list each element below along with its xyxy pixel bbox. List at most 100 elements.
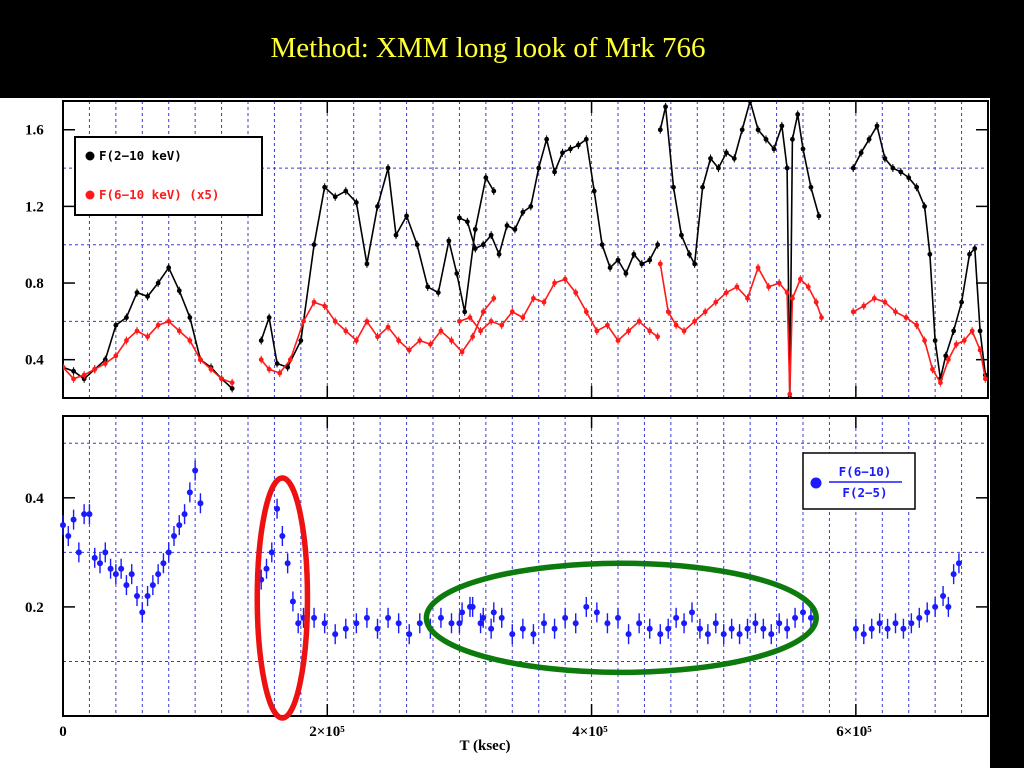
ratio-point — [459, 609, 466, 616]
series-black-point — [866, 136, 872, 142]
y-tick-label: 1.6 — [25, 123, 44, 139]
ratio-point — [924, 609, 931, 616]
series-black-point — [874, 123, 880, 129]
series-black-point — [385, 165, 391, 171]
ratio-point — [149, 582, 156, 589]
ratio-point — [311, 614, 318, 621]
series-red-point — [702, 309, 708, 315]
series-black-point — [790, 136, 795, 142]
series-red-point — [449, 338, 454, 343]
legend-ratio-denominator: F(2−5) — [842, 485, 887, 500]
series-black-point — [544, 136, 550, 142]
series-red-point — [626, 328, 631, 334]
ratio-point — [704, 631, 711, 638]
ratio-point — [646, 625, 653, 632]
series-red-point — [176, 328, 182, 334]
ratio-point — [551, 625, 558, 632]
series-black-point — [747, 101, 753, 104]
series-black-line — [852, 123, 987, 379]
series-black-point — [890, 165, 896, 171]
series-red-point — [922, 338, 927, 343]
ratio-point — [128, 571, 135, 578]
ratio-point — [800, 609, 806, 616]
series-black-point — [599, 242, 605, 248]
series-black-point — [166, 265, 172, 271]
series-black-point — [731, 156, 737, 161]
series-red-point — [145, 334, 150, 340]
legend-label-black: F(2−10 keV) — [99, 148, 182, 163]
series-red-point — [797, 276, 803, 282]
ratio-point — [807, 614, 814, 621]
ratio-point — [176, 522, 183, 529]
series-red-point — [713, 299, 719, 305]
series-black-point — [679, 232, 684, 238]
ratio-point — [395, 620, 402, 627]
series-black-point — [375, 203, 380, 209]
series-black-point — [483, 175, 489, 181]
series-red-point — [166, 318, 172, 324]
series-black-point — [800, 146, 806, 152]
series-red-point — [124, 338, 129, 343]
legend-marker-blue — [810, 477, 822, 489]
ratio-point — [625, 631, 632, 638]
ratio-point — [720, 631, 727, 638]
ratio-point — [144, 593, 151, 599]
ratio-point — [123, 582, 130, 589]
ratio-point — [321, 620, 328, 627]
series-black-point — [134, 290, 140, 296]
series-black-point — [927, 251, 933, 257]
series-red-point — [353, 338, 359, 343]
series-black-point — [943, 353, 949, 359]
top-legend: F(2−10 keV) F(6−10 keV) (x5) — [74, 136, 263, 216]
series-red-point — [647, 328, 653, 334]
series-black-point — [716, 165, 721, 171]
series-red-point — [102, 361, 108, 366]
series-red-point — [552, 280, 557, 286]
ratio-point — [480, 614, 487, 621]
series-red-point — [208, 366, 214, 372]
series-red-point — [938, 380, 943, 386]
series-black-point — [858, 150, 864, 156]
series-black-point — [967, 251, 972, 257]
ratio-point — [498, 614, 505, 621]
series-black-point — [906, 175, 912, 181]
series-red-line — [852, 297, 987, 385]
series-red-point — [63, 364, 66, 370]
figure-margin — [990, 98, 1024, 768]
series-black-point — [258, 338, 264, 343]
series-red-point — [332, 318, 338, 324]
ratio-point — [448, 620, 455, 627]
series-black-point — [71, 368, 76, 374]
y-tick-label: 0.8 — [25, 276, 44, 292]
ratio-point — [332, 631, 339, 638]
series-red-point — [903, 315, 909, 320]
series-black-point — [462, 309, 468, 315]
series-red-point — [406, 347, 412, 353]
ratio-point — [657, 631, 664, 638]
series-red-point — [541, 299, 547, 305]
series-red-point — [850, 309, 856, 315]
ratio-point — [155, 571, 162, 578]
ratio-point — [884, 625, 891, 632]
series-black-point — [575, 142, 581, 148]
series-red-point — [301, 318, 306, 324]
bottom-legend: F(6−10) F(2−5) — [802, 452, 916, 510]
series-black-point — [623, 271, 629, 276]
ratio-point — [860, 631, 867, 638]
ratio-point — [263, 565, 270, 572]
x-tick-labels: 0 2×10⁵ 4×10⁵ 6×10⁵ — [59, 724, 872, 740]
series-red-point — [311, 299, 317, 305]
ratio-point — [696, 625, 703, 632]
ratio-point — [171, 533, 177, 539]
x-tick-label: 0 — [59, 724, 67, 740]
ratio-point — [892, 620, 899, 627]
ratio-point — [955, 560, 962, 567]
series-black-point — [520, 209, 526, 215]
series-black-point — [922, 203, 927, 209]
ratio-point — [284, 560, 291, 567]
ratio-point — [374, 625, 381, 632]
series-black-point — [615, 257, 621, 263]
ratio-point — [744, 625, 751, 632]
ratio-point — [416, 620, 423, 627]
series-red-point — [673, 322, 679, 328]
